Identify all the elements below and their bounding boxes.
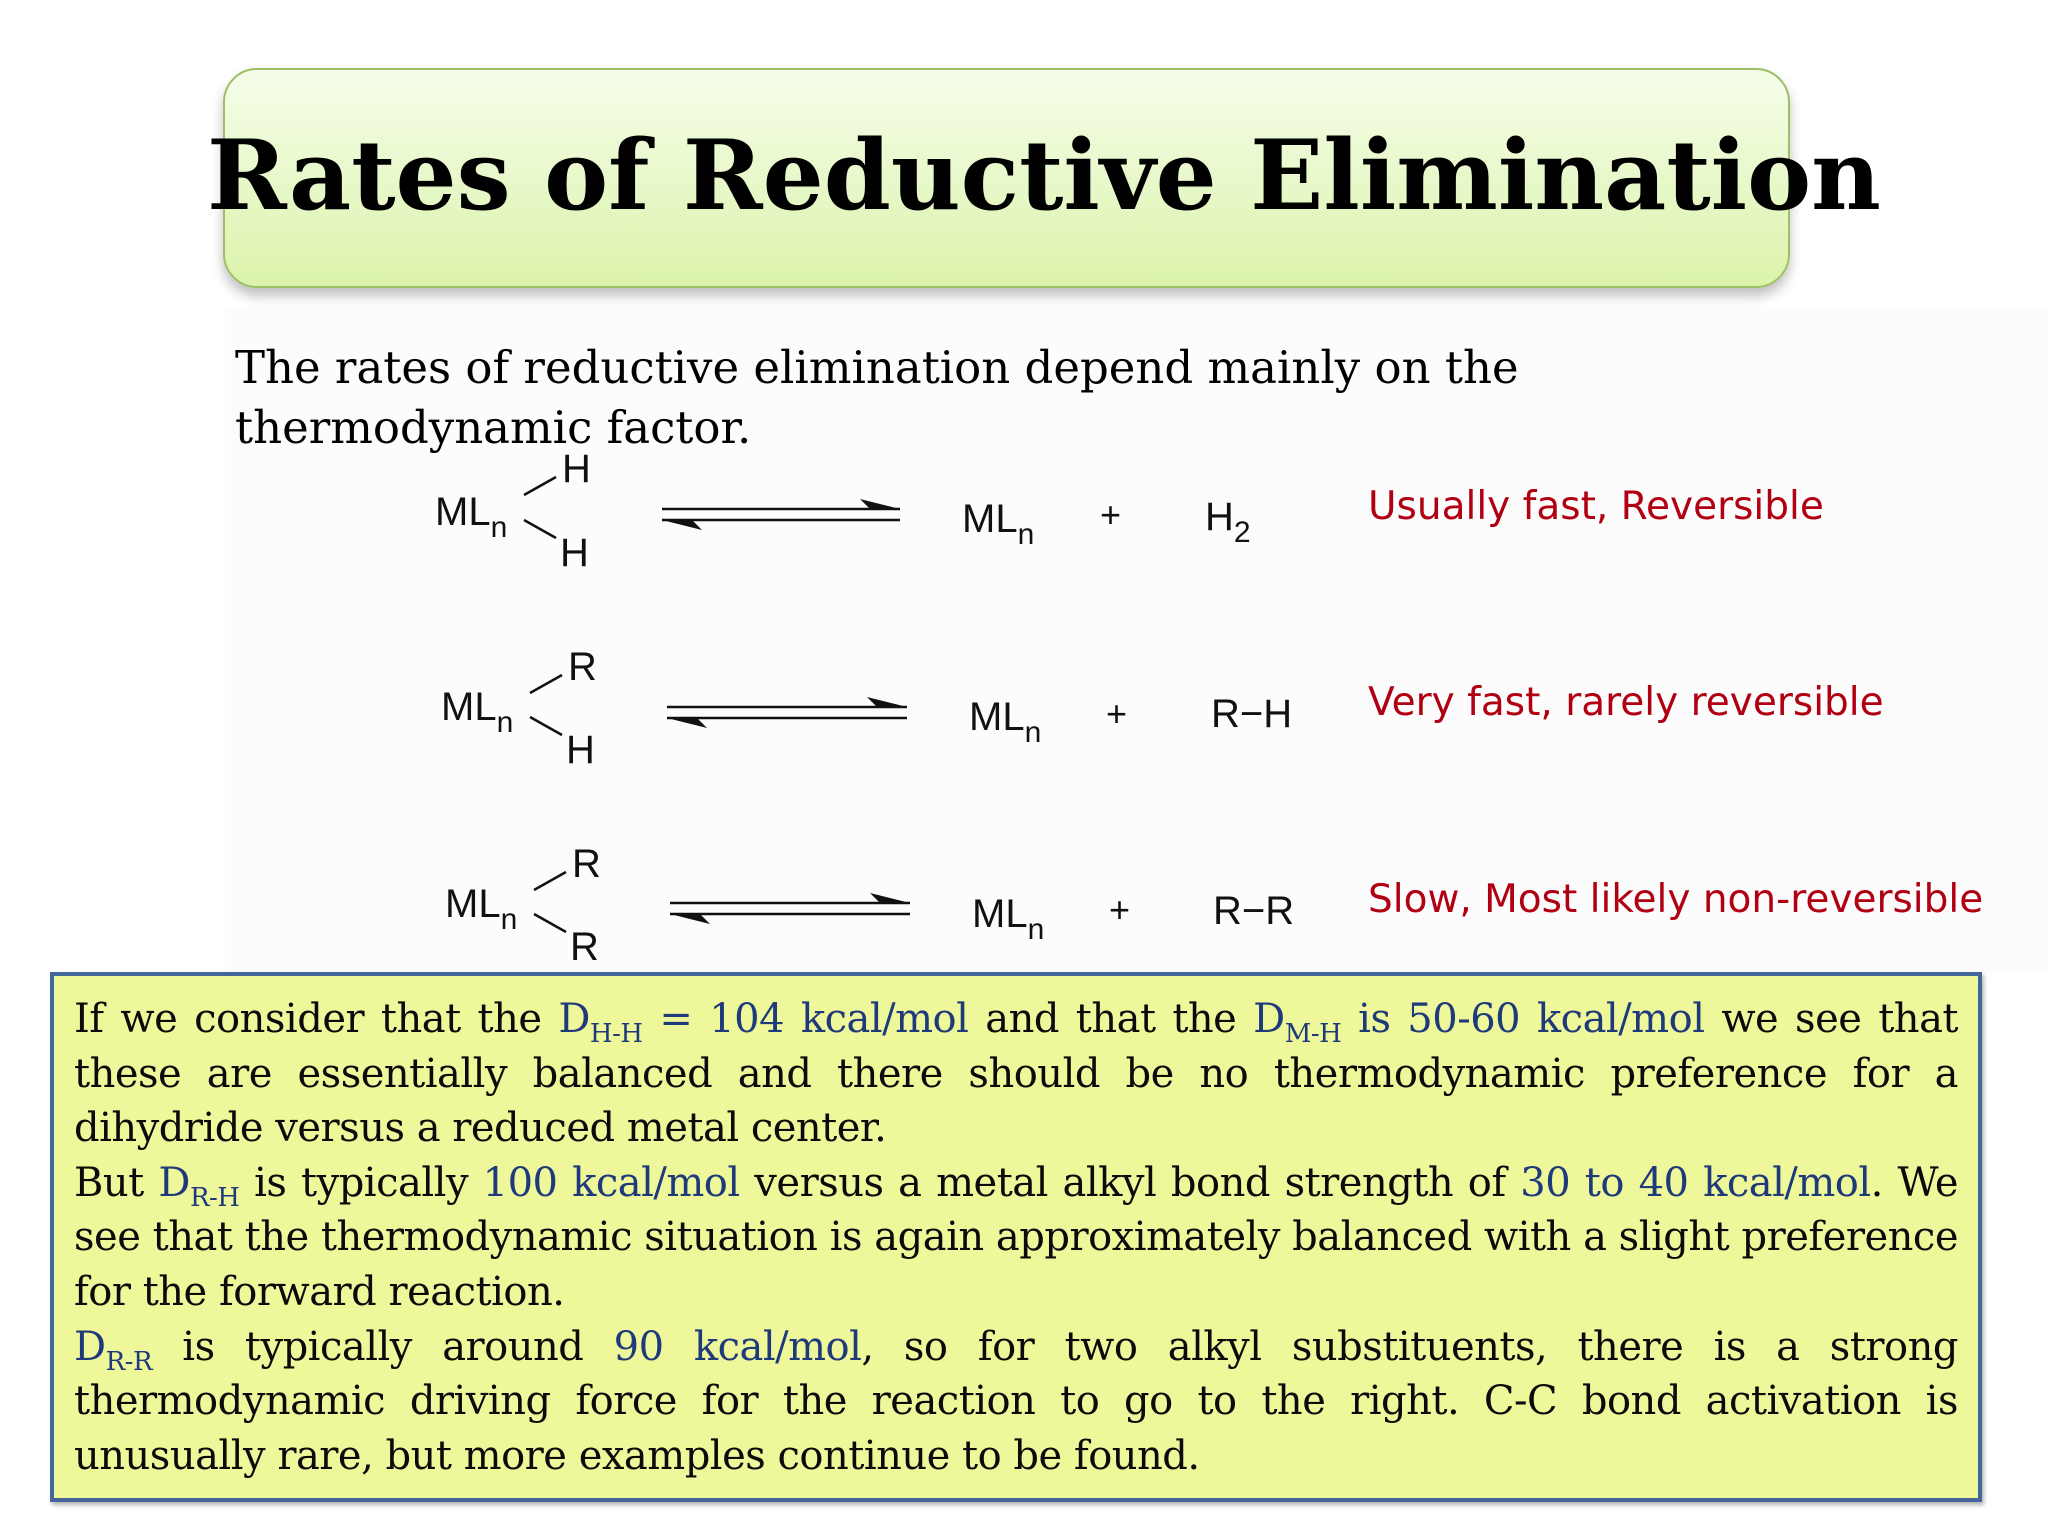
reaction-2-reactant-metal: MLn bbox=[441, 685, 513, 739]
equilibrium-arrow bbox=[670, 893, 910, 924]
reaction-area bbox=[225, 307, 2048, 972]
reaction-1-product-metal: MLn bbox=[962, 497, 1034, 551]
reaction-2-note: Very fast, rarely reversible bbox=[1368, 680, 1884, 725]
bond-line bbox=[533, 912, 567, 934]
bond-line bbox=[523, 518, 557, 540]
plus-sign: + bbox=[1109, 889, 1130, 930]
reaction-3-ligand-bottom: R bbox=[570, 925, 599, 969]
reaction-1-reactant-metal: MLn bbox=[435, 490, 507, 544]
reaction-3-note: Slow, Most likely non-reversible bbox=[1368, 877, 1984, 922]
paragraph-dihydride: If we consider that the DH-H = 104 kcal/… bbox=[74, 996, 1959, 1152]
reaction-3-product-metal: MLn bbox=[972, 892, 1044, 946]
reaction-2-product: R−H bbox=[1211, 692, 1292, 736]
reaction-1-product: H2 bbox=[1205, 495, 1251, 549]
reaction-2-ligand-bottom: H bbox=[566, 728, 595, 772]
page-title: Rates of Reductive Elimination bbox=[207, 119, 1881, 232]
bond-line bbox=[529, 715, 563, 737]
reaction-1-ligand-top: H bbox=[562, 447, 591, 491]
reaction-3-ligand-top: R bbox=[572, 842, 601, 886]
reaction-1: MLn H H MLn + H2 bbox=[435, 447, 1251, 575]
reaction-3: MLn R R MLn + R−R bbox=[445, 842, 1294, 969]
bond-line bbox=[529, 673, 563, 695]
equilibrium-arrow bbox=[667, 697, 907, 728]
paragraph-alkyl-hydride: But DR-H is typically 100 kcal/mol versu… bbox=[74, 1159, 1959, 1315]
plus-sign: + bbox=[1106, 693, 1127, 734]
reaction-2-product-metal: MLn bbox=[969, 695, 1041, 749]
reaction-2: MLn R H MLn + R−H bbox=[441, 645, 1292, 772]
reaction-3-product: R−R bbox=[1213, 889, 1294, 933]
intro-text: The rates of reductive elimination depen… bbox=[235, 341, 1519, 454]
title-banner bbox=[223, 68, 1790, 288]
reaction-schemes: MLn H H MLn + H2 MLn R H MLn + R−H M bbox=[435, 447, 1294, 969]
paragraph-dialkyl: DR-R is typically around 90 kcal/mol, so… bbox=[74, 1323, 1959, 1479]
bond-line bbox=[523, 475, 557, 497]
explanation-box: If we consider that the DH-H = 104 kcal/… bbox=[50, 972, 1982, 1502]
reaction-2-ligand-top: R bbox=[568, 645, 597, 689]
reaction-1-note: Usually fast, Reversible bbox=[1368, 484, 1824, 529]
reaction-3-reactant-metal: MLn bbox=[445, 882, 517, 936]
reaction-1-ligand-bottom: H bbox=[560, 531, 589, 575]
equilibrium-arrow bbox=[662, 499, 900, 530]
plus-sign: + bbox=[1100, 494, 1121, 535]
bond-line bbox=[533, 870, 567, 892]
